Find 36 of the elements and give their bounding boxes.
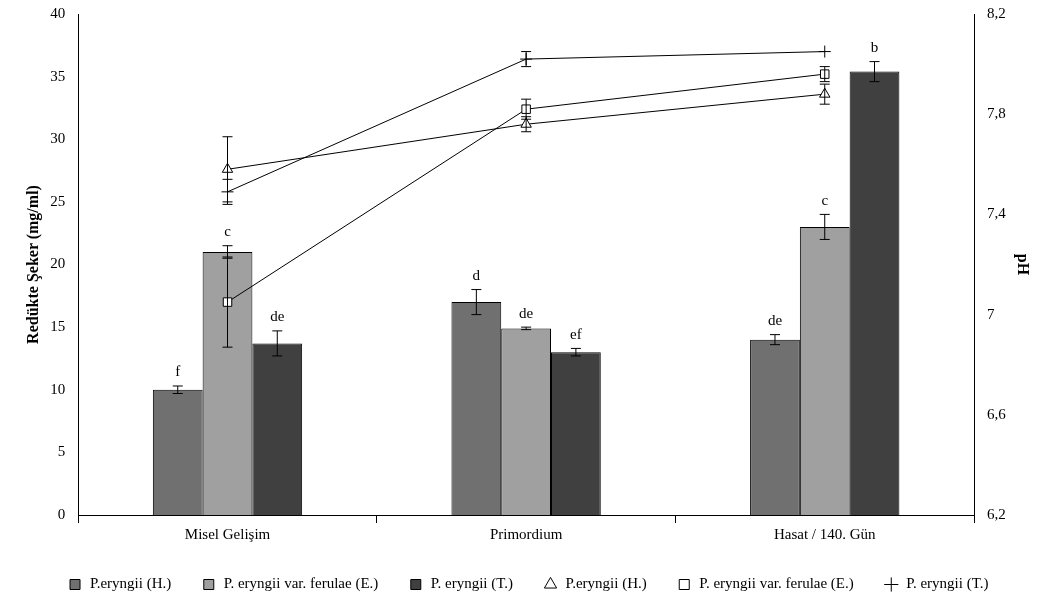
y2-axis-title: pH [1014, 253, 1033, 276]
y2-tick-label: 7 [987, 305, 996, 322]
point [818, 45, 832, 59]
y2-tick-label: 7,8 [987, 105, 1006, 122]
y2-tick-label: 8,2 [987, 4, 1006, 21]
data-label: f [175, 363, 181, 380]
legend-label: P. eryngii var. ferulae (E.) [699, 575, 854, 593]
y-tick-label: 25 [50, 192, 66, 209]
y2-tick-label: 6,6 [987, 405, 1007, 422]
y-tick-label: 40 [50, 4, 66, 21]
y-tick-label: 30 [50, 130, 66, 147]
y-tick-label: 10 [50, 380, 66, 397]
data-label: b [870, 39, 879, 56]
legend-label: P. eryngii (T.) [906, 575, 989, 593]
data-label: de [519, 304, 534, 321]
data-label: ef [570, 325, 582, 342]
y-tick-label: 15 [50, 318, 66, 335]
y-tick-label: 35 [50, 67, 66, 84]
legend-label: P.eryngii (H.) [90, 575, 172, 593]
y-tick-label: 0 [57, 505, 66, 522]
data-label: de [270, 308, 285, 325]
x-tick-label: Primordium [489, 525, 563, 542]
data-label: de [767, 312, 783, 329]
x-tick-label: Hasat / 140. Gün [773, 525, 877, 542]
data-label: c [821, 191, 829, 208]
x-tick-label: Misel Gelişim [184, 525, 271, 542]
y-axis-title: Redükte Şeker (mg/ml) [23, 185, 42, 344]
legend-label: P.eryngii (H.) [565, 575, 647, 593]
y2-tick-label: 6,2 [987, 505, 1006, 522]
y2-tick-label: 7,4 [987, 205, 1007, 222]
y-tick-label: 20 [50, 255, 66, 272]
y-tick-label: 5 [57, 443, 66, 460]
data-label: d [472, 266, 481, 283]
legend-label: P. eryngii var. ferulae (E.) [223, 575, 379, 593]
legend-label: P. eryngii (T.) [430, 575, 514, 593]
data-label: c [224, 223, 232, 240]
